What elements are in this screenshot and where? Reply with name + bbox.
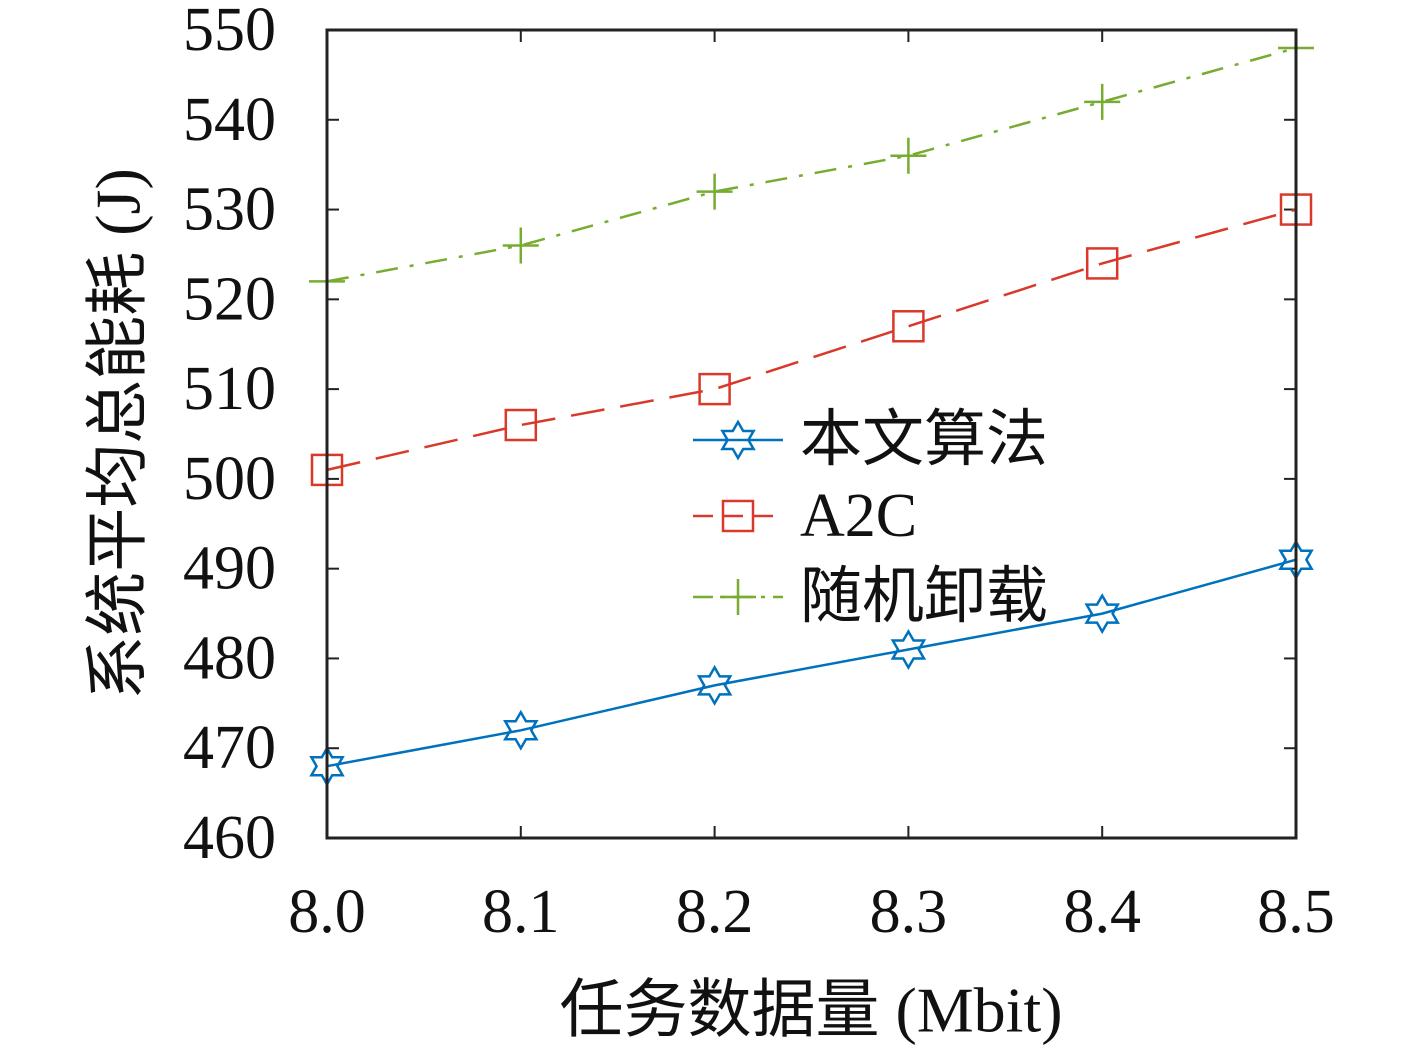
series-1-point-4: [1085, 247, 1119, 280]
series-2-point-3: [890, 137, 927, 174]
y-tick-label: 460: [183, 804, 276, 872]
y-tick-label: 510: [183, 355, 276, 423]
x-tick-label: 8.3: [870, 878, 948, 946]
y-tick-label: 550: [183, 0, 276, 64]
legend-entry-0: 本文算法: [693, 406, 1048, 474]
legend-marker: [721, 499, 755, 533]
series-0-point-4: [1084, 593, 1120, 635]
legend-marker: [720, 419, 756, 461]
x-tick-label: 8.0: [288, 878, 366, 946]
y-tick-label: 480: [183, 624, 276, 692]
series-0-point-1: [503, 709, 539, 751]
plot-frame: [325, 28, 1298, 840]
x-tick-label: 8.4: [1063, 878, 1141, 946]
series-1-point-1: [504, 408, 538, 442]
legend-marker: [720, 579, 756, 615]
series-2-point-2: [696, 173, 733, 210]
y-tick-label: 540: [183, 86, 276, 154]
series-1-point-2: [698, 372, 731, 406]
x-tick-label: 8.2: [676, 878, 754, 946]
legend-entry-2: 随机卸载: [693, 563, 1048, 631]
tick-labels: 460 470 480 490 500 510 520 530 540 550 8.0 8.1 8.2 8…: [183, 0, 1335, 946]
y-tick-label: 500: [183, 445, 276, 513]
legend-label: 随机卸载: [800, 563, 1048, 631]
y-tick-label: 470: [183, 714, 276, 782]
y-tick-label: 520: [183, 265, 276, 333]
series-2-line: [326, 46, 1297, 283]
legend: 本文算法 A2C 随机卸载: [693, 406, 1048, 631]
x-tick-label: 8.1: [482, 878, 560, 946]
series-0-line: [326, 558, 1297, 768]
series-0-point-2: [696, 664, 733, 706]
x-tick-label: 8.5: [1257, 878, 1335, 946]
y-axis-label: 系统平均总能耗 (J): [83, 168, 154, 700]
series-2-point-4: [1084, 83, 1121, 120]
series-1-line: [326, 208, 1297, 472]
axis-ticks: [326, 29, 1297, 839]
series-1-point-3: [892, 310, 925, 343]
series-2-point-1: [502, 227, 539, 264]
legend-label: 本文算法: [800, 406, 1048, 474]
series-0-point-3: [890, 629, 927, 670]
series-2: [309, 29, 1314, 300]
y-tick-label: 530: [183, 176, 276, 244]
x-axis-label: 任务数据量 (Mbit): [559, 975, 1062, 1046]
legend-entry-1: A2C: [693, 482, 917, 550]
legend-label: A2C: [800, 482, 917, 550]
y-tick-label: 490: [183, 535, 276, 603]
